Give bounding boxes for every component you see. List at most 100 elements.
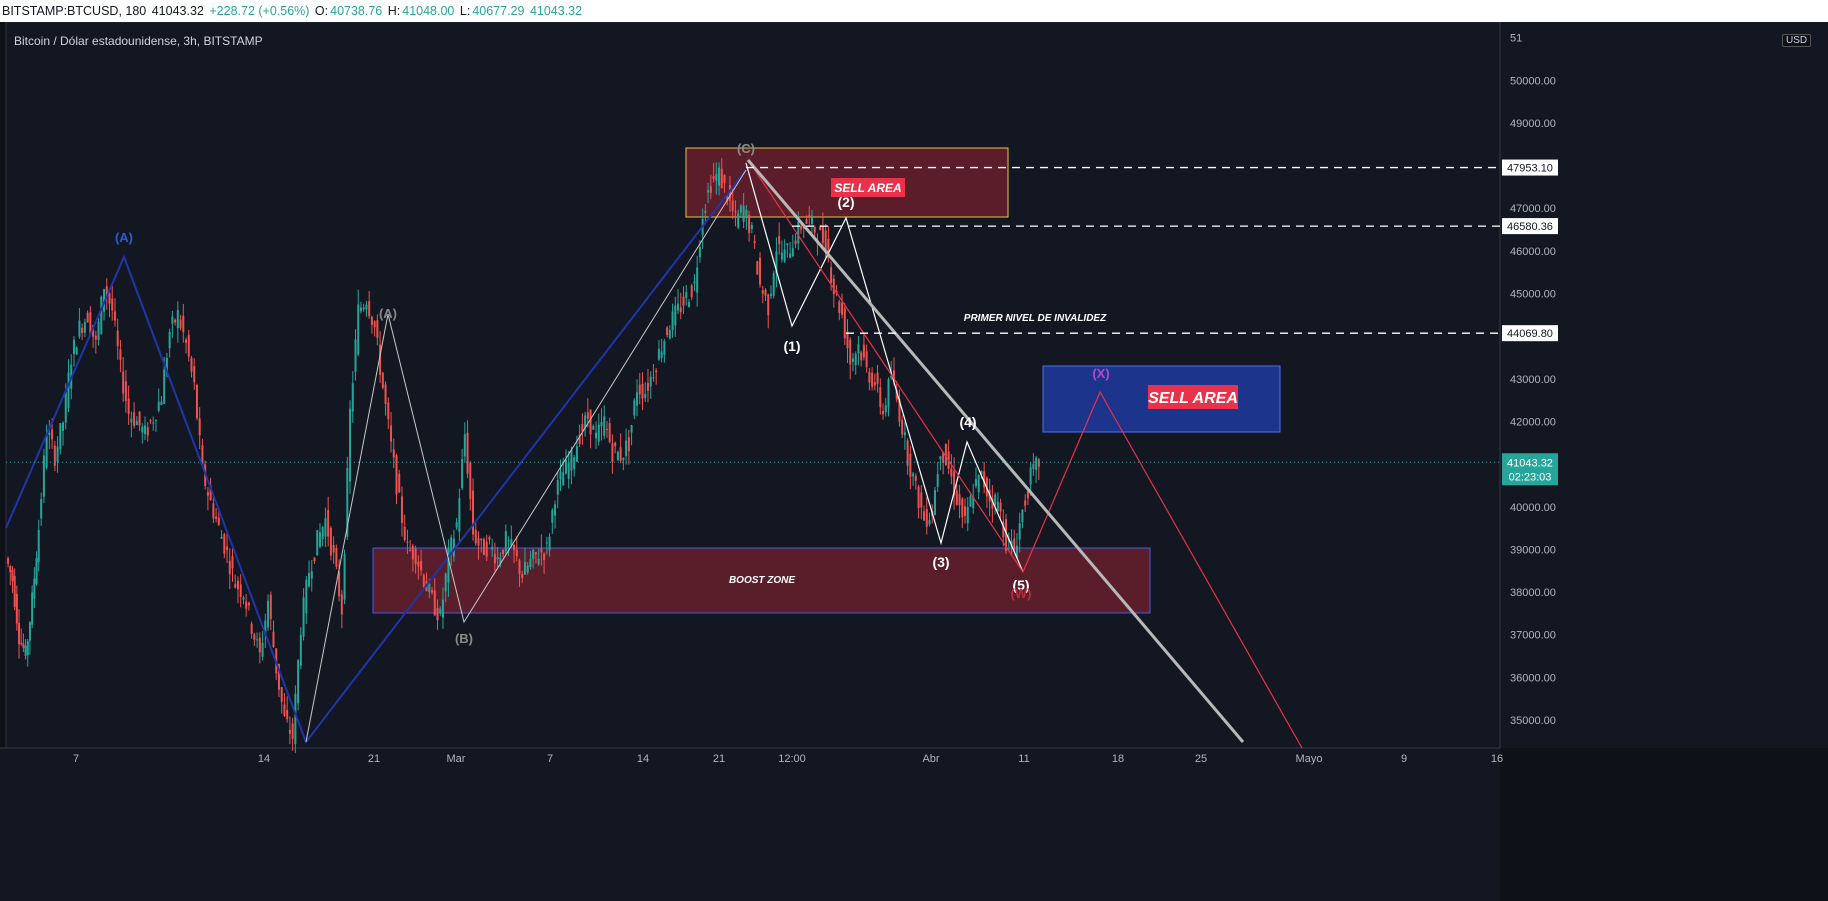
candle-body: [488, 536, 491, 540]
candle-body: [83, 322, 86, 333]
price-chart[interactable]: 35000.00 36000.00 37000.00 38000.00 39000.00…: [0, 22, 1828, 901]
y-tick-label: 42000.00: [1510, 416, 1556, 428]
candle-body: [955, 490, 958, 505]
candle-body: [392, 449, 395, 458]
candle-body: [261, 642, 264, 657]
candle-body: [157, 401, 160, 412]
y-tick-label: 47000.00: [1510, 203, 1556, 215]
candle-body: [824, 230, 827, 253]
wave-label: (1): [783, 338, 800, 354]
candle-body: [974, 479, 977, 487]
candle-body: [439, 608, 442, 614]
candle-body: [81, 327, 84, 333]
candle-body: [923, 511, 926, 521]
candle-body: [269, 594, 272, 620]
candle-body: [991, 498, 994, 509]
candle-body: [236, 580, 239, 590]
candle-body: [581, 424, 584, 432]
currency-badge[interactable]: USD: [1782, 34, 1812, 47]
candle-body: [739, 205, 742, 213]
candle-body: [734, 211, 737, 213]
candle-body: [190, 357, 193, 372]
candle-body: [942, 452, 945, 463]
symbol-info-bar: BITSTAMP:BTCUSD, 180 41043.32 +228.72 (+…: [0, 0, 1828, 22]
candle-body: [94, 335, 97, 340]
x-tick-label: Abr: [922, 753, 939, 765]
candle-body: [559, 471, 562, 480]
candle-body: [805, 219, 808, 224]
candle-body: [458, 498, 461, 532]
candle-body: [11, 570, 14, 582]
candle-body: [925, 509, 928, 527]
y-tick-label: 38000.00: [1510, 587, 1556, 599]
symbol-name[interactable]: BITSTAMP:BTCUSD, 180: [2, 4, 147, 18]
candle-body: [887, 379, 890, 408]
candle-body: [810, 215, 813, 224]
candle-body: [86, 312, 89, 323]
candle-body: [42, 455, 45, 497]
sell-area-top-label: SELL AREA: [834, 181, 901, 195]
candle-body: [185, 339, 188, 343]
candle-body: [813, 226, 816, 233]
candle-body: [513, 544, 516, 550]
candle-body: [72, 339, 75, 355]
candle-body: [737, 213, 740, 228]
candle-body: [682, 296, 685, 306]
candle-body: [116, 330, 119, 347]
candle-body: [584, 415, 587, 428]
candle-body: [340, 594, 343, 615]
candle-body: [338, 571, 341, 597]
candle-body: [838, 301, 841, 313]
candle-body: [532, 549, 535, 560]
candle-body: [376, 320, 379, 338]
candle-body: [633, 400, 636, 416]
candle-body: [365, 304, 368, 310]
candle-body: [903, 432, 906, 436]
x-tick-label: 14: [258, 753, 270, 765]
candle-body: [329, 527, 332, 556]
candle-body: [543, 553, 546, 561]
candle-body: [67, 372, 70, 409]
candle-body: [663, 340, 666, 355]
candle-body: [302, 597, 305, 637]
candle-body: [507, 540, 510, 542]
candle-body: [24, 645, 27, 656]
wave-label: (B): [455, 631, 473, 646]
candle-body: [26, 641, 29, 656]
candle-body: [901, 420, 904, 435]
candle-body: [154, 420, 157, 422]
candle-body: [441, 599, 444, 618]
price-level-badge: 44069.80: [1502, 325, 1558, 342]
price-level-badge: 46580.36: [1502, 218, 1558, 235]
candle-body: [884, 405, 887, 413]
candle-body: [592, 425, 595, 430]
candle-body: [206, 492, 209, 496]
wave-label: (5): [1012, 577, 1029, 593]
sell-area-top-bg: [831, 178, 905, 197]
candle-body: [433, 590, 436, 616]
candle-body: [780, 252, 783, 260]
candle-body: [570, 449, 573, 471]
candle-body: [873, 382, 876, 386]
candle-body: [239, 584, 242, 597]
wave-label: (A): [379, 306, 397, 321]
candle-body: [862, 344, 865, 358]
candle-body: [428, 583, 431, 593]
candle-body: [622, 457, 625, 460]
candle-body: [849, 339, 852, 365]
candle-body: [999, 502, 1002, 512]
candle-body: [972, 496, 975, 509]
candle-body: [130, 418, 133, 423]
candle-body: [679, 307, 682, 313]
candle-body: [193, 366, 196, 383]
candle-body: [59, 423, 62, 450]
candle-body: [452, 538, 455, 557]
candle-body: [264, 620, 267, 636]
candle-body: [865, 351, 868, 368]
candle-body: [769, 293, 772, 297]
candle-body: [480, 538, 483, 541]
candle-body: [409, 550, 412, 552]
candle-body: [187, 334, 190, 357]
candle-body: [299, 634, 302, 666]
candle-body: [267, 600, 270, 628]
